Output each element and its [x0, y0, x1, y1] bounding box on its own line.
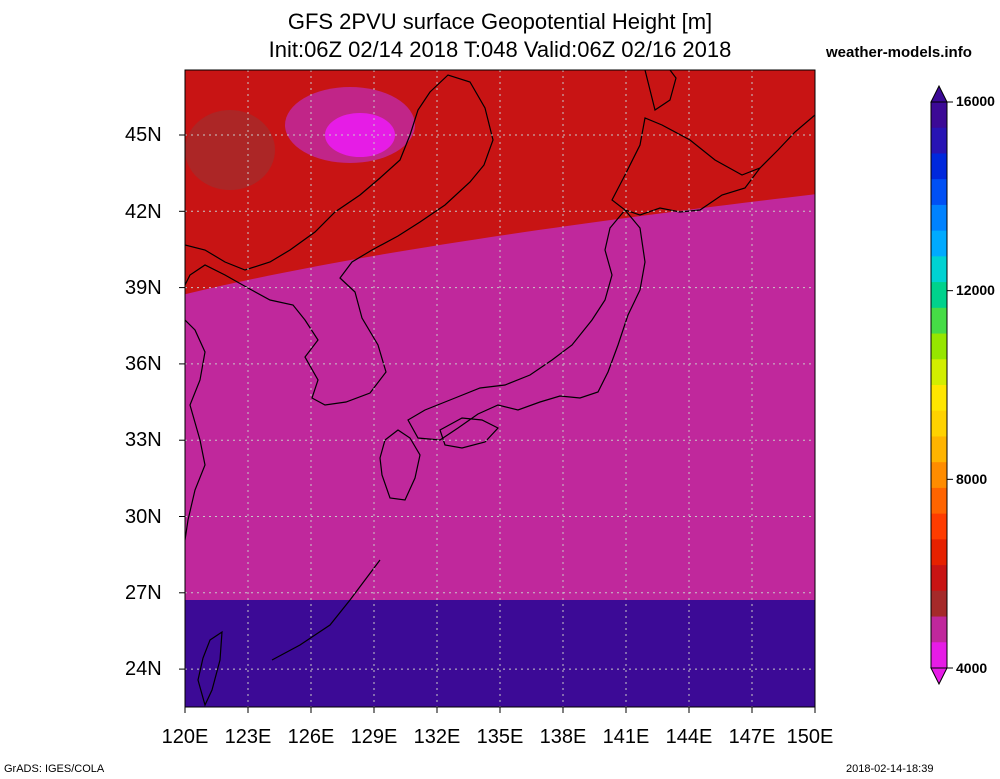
coast-kurils	[759, 114, 815, 169]
colorbar-swatch	[931, 282, 947, 309]
colorbar-max-arrow	[930, 84, 948, 103]
colorbar-label-8000: 8000	[956, 471, 988, 487]
colorbar-frame	[930, 101, 948, 669]
height-band-1	[185, 194, 815, 601]
lon-label-150e: 150E	[786, 726, 834, 748]
colorbar-swatch	[931, 102, 947, 129]
colorbar-swatch	[931, 127, 947, 154]
colorbar-swatch	[931, 410, 947, 437]
colorbar-swatch	[931, 179, 947, 206]
coast-sakhalin	[644, 70, 677, 111]
footer-credit: GrADS: IGES/COLA	[4, 763, 105, 775]
lat-label-45n: 45N	[125, 124, 162, 146]
lat-label-36n: 36N	[125, 353, 162, 375]
coast-shikoku	[439, 417, 499, 449]
colorbar-swatch	[931, 256, 947, 283]
lon-label-132e: 132E	[413, 726, 461, 748]
lon-label-126e: 126E	[287, 726, 335, 748]
coast-taiwan	[197, 630, 223, 707]
lon-label-144e: 144E	[665, 726, 713, 748]
lon-label-138e: 138E	[539, 726, 587, 748]
colorbar-swatch	[931, 204, 947, 232]
chart-title: GFS 2PVU surface Geopotential Height [m]	[287, 9, 713, 34]
chart-subtitle: Init:06Z 02/14 2018 T:048 Valid:06Z 02/1…	[268, 37, 732, 62]
lat-label-30n: 30N	[125, 506, 162, 528]
colorbar-swatch	[931, 153, 947, 180]
graticule	[185, 70, 815, 707]
lon-label-129e: 129E	[350, 726, 398, 748]
colorbar-swatch	[931, 436, 947, 463]
coast-kyushu	[379, 429, 421, 501]
colorbar-swatch	[931, 487, 947, 515]
coast-asia-mainland	[185, 74, 494, 406]
colorbar-label-12000: 12000	[956, 282, 995, 298]
lat-label-33n: 33N	[125, 429, 162, 451]
colorbar	[930, 84, 953, 686]
coast-china-east	[185, 319, 206, 541]
colorbar-swatch	[931, 539, 947, 566]
colorbar-swatch	[931, 590, 947, 618]
colorbar-swatch	[931, 359, 947, 386]
colorbar-swatch	[931, 616, 947, 643]
lat-label-39n: 39N	[125, 277, 162, 299]
lat-label-24n: 24N	[125, 658, 162, 680]
colorbar-swatch	[931, 642, 947, 669]
coastlines	[185, 70, 815, 707]
coast-honshu	[407, 209, 646, 441]
colorbar-min-arrow	[930, 667, 948, 686]
lon-label-135e: 135E	[476, 726, 524, 748]
colorbar-swatch	[931, 513, 947, 540]
site-watermark: weather-models.info	[826, 44, 972, 61]
lat-label-42n: 42N	[125, 201, 162, 223]
lon-label-141e: 141E	[602, 726, 650, 748]
axis-ticks	[179, 134, 816, 713]
colorbar-swatch	[931, 307, 947, 335]
colorbar-swatch	[931, 230, 947, 257]
colorbar-swatch	[931, 333, 947, 360]
low-height-west	[185, 110, 275, 190]
colorbar-swatch	[931, 385, 947, 412]
lon-label-120e: 120E	[161, 726, 209, 748]
colorbar-swatch	[931, 462, 947, 489]
lon-label-147e: 147E	[728, 726, 776, 748]
colorbar-label-4000: 4000	[956, 660, 988, 676]
lat-label-27n: 27N	[125, 582, 162, 604]
footer-timestamp: 2018-02-14-18:39	[846, 763, 934, 775]
colorbar-swatch	[931, 565, 947, 592]
coast-ryukyu	[271, 559, 381, 661]
colorbar-label-16000: 16000	[956, 93, 995, 109]
lon-label-123e: 123E	[224, 726, 272, 748]
geopotential-field	[185, 70, 815, 707]
